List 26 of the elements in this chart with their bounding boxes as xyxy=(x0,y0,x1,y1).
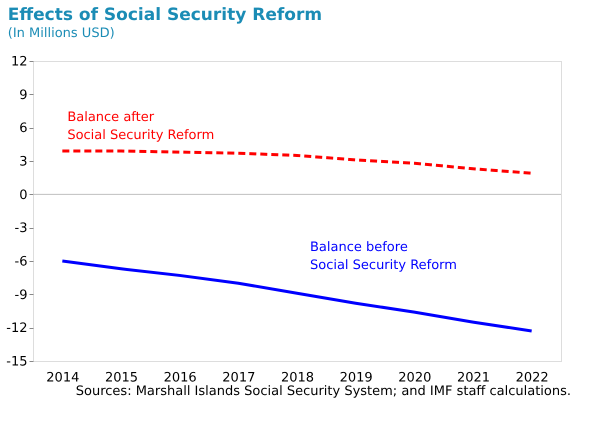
x-tick-label: 2021 xyxy=(456,370,490,386)
y-tick-label: -9 xyxy=(14,288,28,303)
y-tick-label: 9 xyxy=(19,88,28,103)
x-tick-label: 2016 xyxy=(164,370,197,386)
y-tick-label: -6 xyxy=(14,254,28,270)
line-series xyxy=(60,150,534,175)
y-tick-label: 6 xyxy=(19,121,28,136)
series-label: Balance before Social Security Reform xyxy=(310,240,457,274)
x-tick-label: 2014 xyxy=(46,370,80,386)
y-tick-label: -3 xyxy=(14,221,28,236)
chart-title: Effects of Social Security Reform xyxy=(8,5,322,25)
y-tick-label: 3 xyxy=(19,154,28,170)
y-tick-label: -15 xyxy=(6,354,28,370)
series-label: Balance after Social Security Reform xyxy=(67,110,214,143)
y-tick-label: 12 xyxy=(10,54,28,70)
y-tick-label: -12 xyxy=(6,321,28,336)
x-tick-label: 2020 xyxy=(398,370,432,386)
line-series xyxy=(60,260,534,332)
chart-subtitle: (In Millions USD) xyxy=(8,26,115,41)
x-tick-label: 2018 xyxy=(280,370,314,386)
x-tick-label: 2022 xyxy=(516,370,549,386)
source-note: Sources: Marshall Islands Social Security System; and IMF staff calculations. xyxy=(76,384,571,399)
y-tick-label: 0 xyxy=(19,188,28,203)
x-tick-label: 2015 xyxy=(104,370,138,386)
x-tick-label: 2017 xyxy=(222,370,256,386)
x-tick-label: 2019 xyxy=(340,370,373,386)
